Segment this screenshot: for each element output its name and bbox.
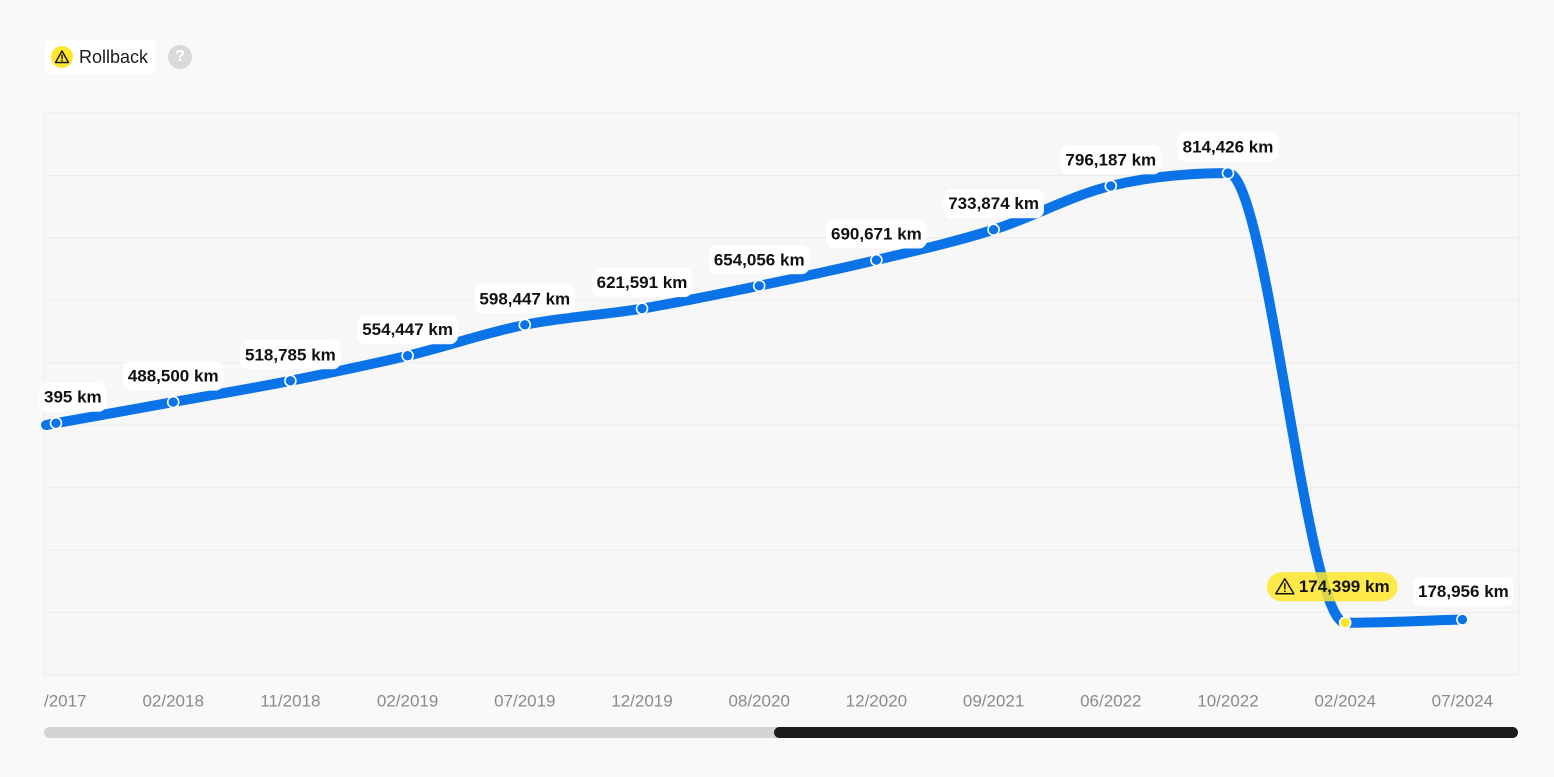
label-background <box>1413 577 1514 607</box>
data-label-text: 395 km <box>44 388 102 407</box>
label-background <box>708 245 810 275</box>
warning-icon-triangle <box>1275 577 1295 595</box>
data-label-text: 796,187 km <box>1065 150 1156 169</box>
data-label: 488,500 km <box>122 361 224 391</box>
data-label-text: 654,056 km <box>714 250 805 269</box>
data-point <box>1104 179 1118 193</box>
warning-icon-dot <box>1283 590 1286 593</box>
data-label: 395 km <box>39 382 107 412</box>
series-line <box>41 168 1468 628</box>
x-tick-label: 06/2022 <box>1080 691 1141 710</box>
x-tick-label: 12/2019 <box>611 691 672 710</box>
chart-scrollbar[interactable] <box>44 727 1518 738</box>
x-tick-label: 07/2019 <box>494 691 555 710</box>
data-label-text: 488,500 km <box>128 367 219 386</box>
label-background <box>943 189 1044 219</box>
x-tick-label: 07/2024 <box>1432 691 1493 710</box>
data-label-text: 733,874 km <box>948 194 1039 213</box>
data-label: 733,874 km <box>943 189 1044 219</box>
data-point <box>987 223 1000 237</box>
x-tick-label: 10/2022 <box>1197 691 1258 710</box>
x-tick-label: 11/2018 <box>260 691 320 710</box>
data-label: 554,447 km <box>357 315 458 345</box>
data-label: 796,187 km <box>1060 145 1162 175</box>
data-label-text: 598,447 km <box>479 289 570 308</box>
data-point <box>752 279 766 293</box>
x-tick-label: 12/2020 <box>846 691 907 710</box>
x-tick-label: 09/2021 <box>963 691 1024 710</box>
data-label: 621,591 km <box>591 268 693 298</box>
data-point <box>870 253 883 267</box>
data-point <box>1221 166 1235 180</box>
legend-label: Rollback <box>79 46 149 67</box>
data-point <box>401 349 414 363</box>
warning-icon <box>51 46 73 68</box>
legend: Rollback ? <box>45 40 193 74</box>
x-tick-label: 02/2024 <box>1314 691 1375 710</box>
question-icon[interactable]: ? <box>168 45 193 69</box>
x-tick-label: 02/2019 <box>377 691 438 710</box>
data-label-text: 690,671 km <box>831 225 922 244</box>
label-background <box>474 284 576 314</box>
scrollbar-thumb[interactable] <box>773 727 1518 738</box>
label-background <box>1060 145 1162 175</box>
x-tick-label: 08/2020 <box>728 691 789 710</box>
rollback-point <box>1338 616 1352 630</box>
label-background <box>1177 132 1279 162</box>
data-label: 178,956 km <box>1413 577 1514 607</box>
data-label-text: 518,785 km <box>245 345 336 364</box>
data-point <box>518 318 532 332</box>
warning-icon <box>1275 577 1295 595</box>
x-tick-label: /2017 <box>44 691 87 710</box>
data-label: 814,426 km <box>1177 132 1279 162</box>
grid <box>44 174 1519 614</box>
data-point <box>1456 613 1469 626</box>
data-label-text: 814,426 km <box>1183 138 1274 157</box>
data-label-text: 554,447 km <box>362 320 453 339</box>
label-background <box>826 219 927 249</box>
label-background <box>240 340 341 370</box>
data-label: 654,056 km <box>708 245 810 275</box>
data-point <box>635 302 649 315</box>
data-point <box>284 374 297 388</box>
data-labels: 395 km 488,500 km 518,785 km 554,447 km 598,… <box>39 132 1514 607</box>
data-label: 598,447 km <box>474 284 576 314</box>
data-point <box>166 395 180 409</box>
data-points <box>49 166 1469 630</box>
data-point <box>49 416 63 430</box>
label-background <box>357 315 458 345</box>
data-label: 518,785 km <box>240 340 341 370</box>
rollback-label-background <box>1266 572 1398 602</box>
data-label: 690,671 km <box>826 219 927 249</box>
label-background <box>39 382 107 412</box>
x-tick-label: 02/2018 <box>142 691 203 710</box>
data-label-text: 621,591 km <box>597 273 688 292</box>
label-background <box>122 361 224 391</box>
rollback-label: 174,399 km <box>1266 572 1398 602</box>
rollback-legend-item[interactable]: Rollback <box>45 40 157 74</box>
data-label-text: 178,956 km <box>1418 582 1509 601</box>
data-label-text: 174,399 km <box>1299 577 1390 596</box>
label-background <box>591 268 693 298</box>
x-axis: /2017 02/2018 11/2018 02/2019 07/2019 12/2019… <box>44 691 1493 710</box>
